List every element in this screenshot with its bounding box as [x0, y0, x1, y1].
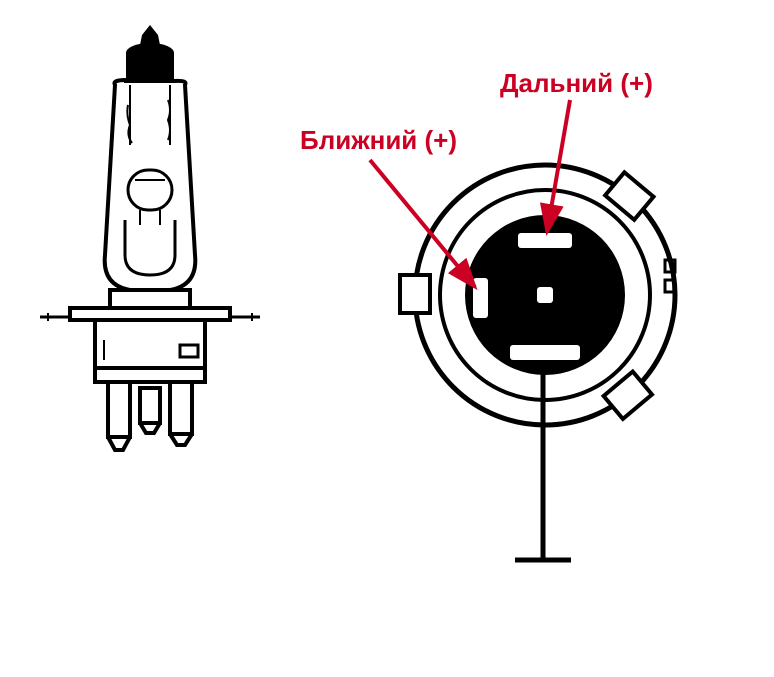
bulb-side-view [40, 25, 260, 450]
diagram-svg [0, 0, 774, 672]
connector-rear-view [400, 165, 675, 425]
low-beam-arrow [370, 160, 475, 287]
high-beam-label: Дальний (+) [500, 68, 653, 99]
low-beam-label: Ближний (+) [300, 125, 457, 156]
h4-bulb-diagram: Ближний (+) Дальний (+) [0, 0, 774, 672]
